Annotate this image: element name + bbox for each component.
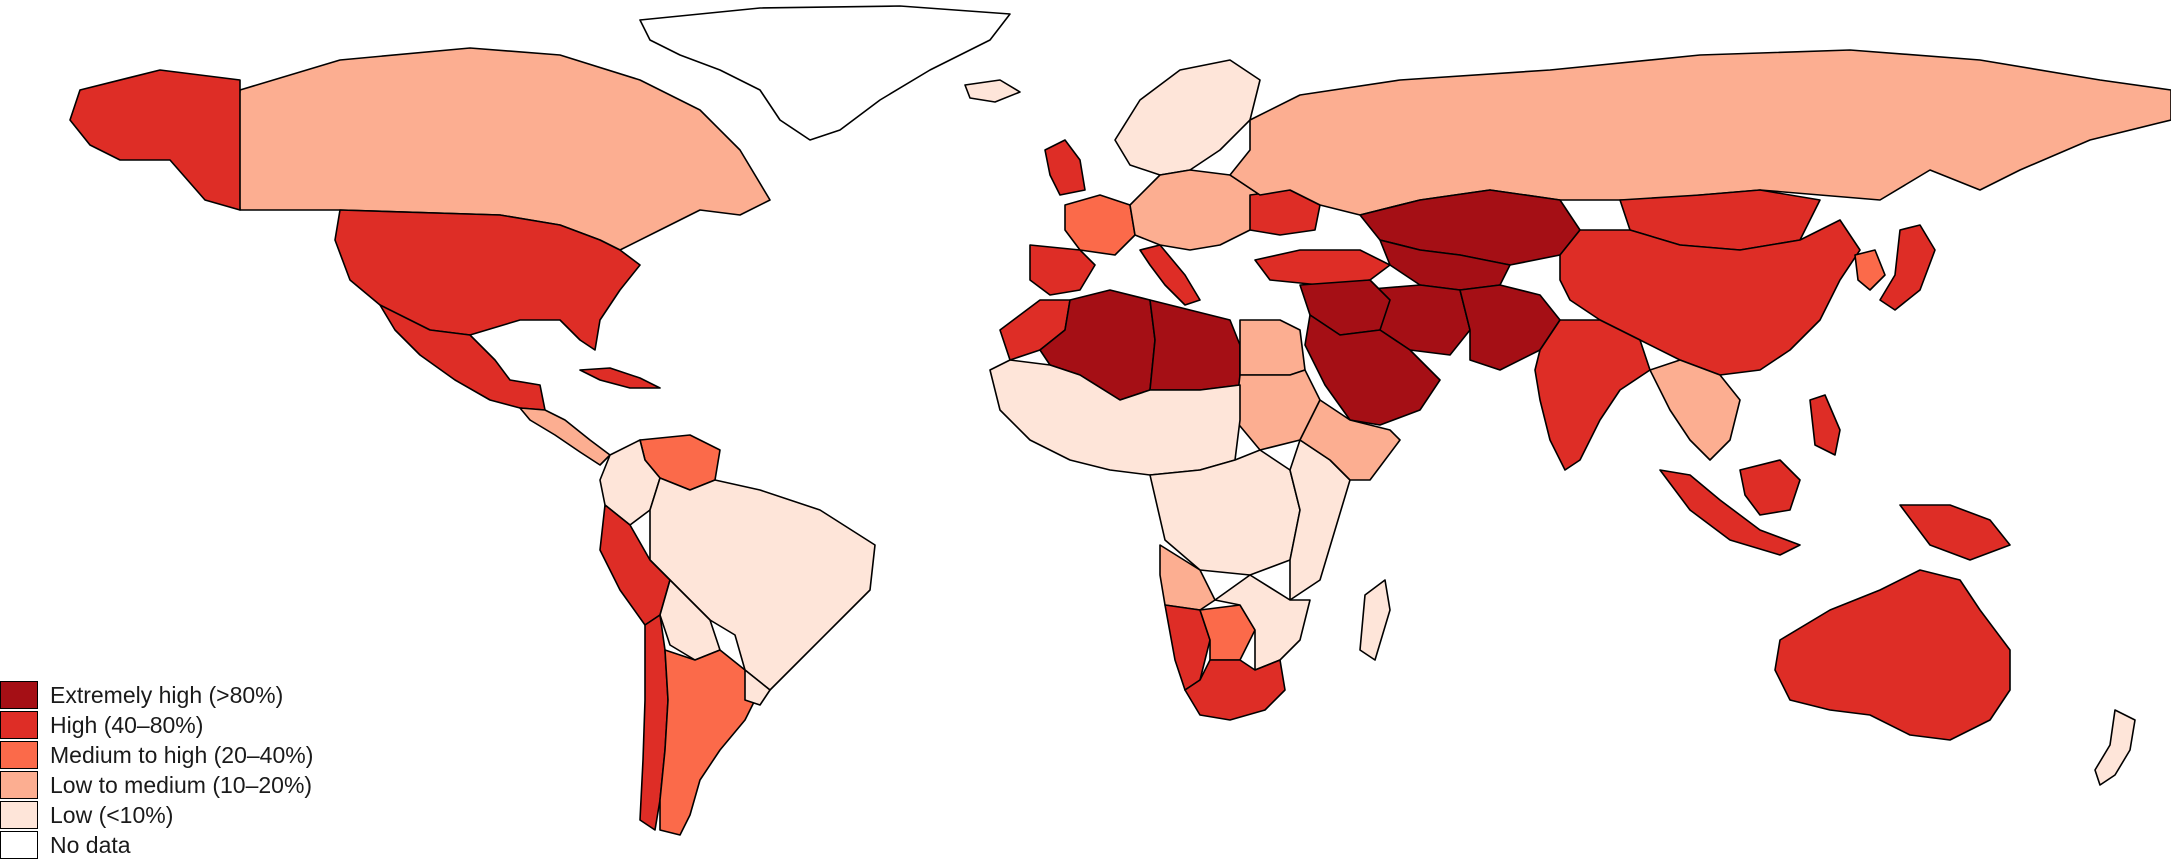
region-cuba bbox=[579, 367, 661, 389]
region-iberia bbox=[1029, 244, 1096, 296]
legend-label: Extremely high (>80%) bbox=[50, 681, 284, 708]
legend-swatch bbox=[0, 771, 38, 799]
region-united-kingdom bbox=[1044, 139, 1086, 196]
legend-item: Medium to high (20–40%) bbox=[0, 740, 313, 770]
region-united-states bbox=[334, 209, 641, 351]
legend-item: High (40–80%) bbox=[0, 710, 313, 740]
region-greenland bbox=[639, 5, 1011, 141]
region-india bbox=[1534, 319, 1651, 471]
region-france bbox=[1064, 194, 1136, 256]
legend-swatch bbox=[0, 681, 38, 709]
region-australia bbox=[1774, 569, 2011, 741]
map-legend: Extremely high (>80%) High (40–80%) Medium… bbox=[0, 680, 313, 860]
legend-swatch bbox=[0, 801, 38, 829]
legend-label: No data bbox=[50, 831, 131, 858]
legend-swatch bbox=[0, 711, 38, 739]
legend-swatch bbox=[0, 741, 38, 769]
region-egypt bbox=[1239, 319, 1306, 376]
region-mozambique-zimbabwe bbox=[1214, 574, 1311, 671]
region-libya bbox=[1149, 299, 1241, 391]
region-alaska bbox=[69, 69, 241, 211]
region-italy bbox=[1139, 244, 1201, 306]
legend-item: Low (<10%) bbox=[0, 800, 313, 830]
region-mainland-southeast-asia bbox=[1649, 359, 1741, 461]
region-uruguay bbox=[744, 669, 771, 706]
legend-label: Low (<10%) bbox=[50, 801, 174, 828]
region-turkey bbox=[1254, 249, 1391, 286]
region-central-america bbox=[519, 407, 611, 466]
legend-item: Extremely high (>80%) bbox=[0, 680, 313, 710]
region-argentina bbox=[659, 649, 761, 836]
region-horn-of-africa bbox=[1299, 399, 1401, 481]
region-scandinavia bbox=[1114, 59, 1261, 176]
region-borneo bbox=[1739, 459, 1801, 516]
legend-label: Low to medium (10–20%) bbox=[50, 771, 313, 798]
region-south-africa bbox=[1184, 659, 1286, 721]
legend-swatch bbox=[0, 831, 38, 859]
legend-label: Medium to high (20–40%) bbox=[50, 741, 314, 768]
region-korea bbox=[1854, 249, 1886, 291]
region-arabian-peninsula bbox=[1304, 314, 1441, 426]
region-philippines bbox=[1809, 394, 1841, 456]
region-new-guinea bbox=[1899, 504, 2011, 561]
legend-item: No data bbox=[0, 830, 313, 860]
region-madagascar bbox=[1359, 579, 1391, 661]
region-new-zealand bbox=[2094, 709, 2136, 786]
legend-label: High (40–80%) bbox=[50, 711, 204, 738]
region-russia bbox=[1229, 49, 2171, 216]
region-japan bbox=[1879, 224, 1936, 311]
legend-item: Low to medium (10–20%) bbox=[0, 770, 313, 800]
region-iceland bbox=[964, 79, 1021, 103]
region-sumatra-java bbox=[1659, 469, 1801, 556]
region-sahel-west-africa bbox=[989, 359, 1241, 476]
